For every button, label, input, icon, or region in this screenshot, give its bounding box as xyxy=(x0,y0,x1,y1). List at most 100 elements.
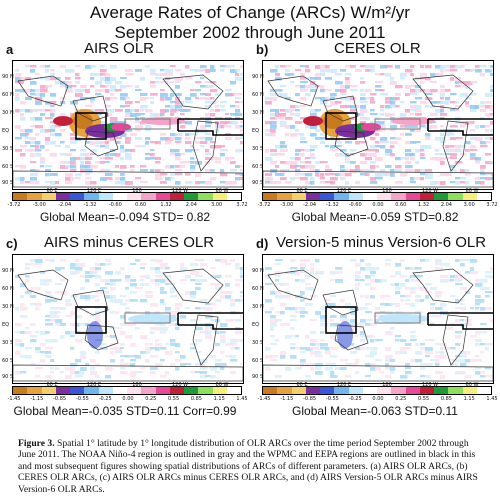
lat-label: EQ xyxy=(252,322,260,328)
colorbar-swatch xyxy=(198,193,213,200)
lat-label: 30 N xyxy=(252,110,264,116)
colorbar-tick-label: 0.00 xyxy=(372,202,384,208)
world-map xyxy=(12,60,244,190)
colorbar-swatch xyxy=(391,387,406,394)
panel-title: CERES OLR xyxy=(334,40,421,57)
colorbar-swatch xyxy=(434,193,449,200)
colorbar-swatch xyxy=(27,193,42,200)
colorbar-swatch xyxy=(70,387,85,394)
lon-label: 180 xyxy=(132,382,142,388)
colorbar xyxy=(12,386,242,395)
colorbar-swatch xyxy=(320,387,335,394)
panel-stats: Global Mean=-0.063 STD=0.11 xyxy=(292,404,458,418)
colorbar-swatch xyxy=(462,387,477,394)
lat-label: 30 S xyxy=(2,340,14,346)
colorbar-swatch xyxy=(70,193,85,200)
lat-label: 90 N xyxy=(2,74,14,80)
lat-label: 90 S xyxy=(2,180,14,186)
colorbar-swatch xyxy=(13,387,28,394)
lon-label: 120 E xyxy=(336,188,352,194)
colorbar-swatch xyxy=(127,193,142,200)
lat-label: 30 N xyxy=(252,304,264,310)
colorbar-ticks: -3.72 -3.00 -2.04 -1.32 -0.60 0.60 1.32 2.04 3.0… xyxy=(8,202,248,210)
lat-label: 30 S xyxy=(252,340,264,346)
colorbar-tick-label: -2.04 xyxy=(58,202,72,208)
colorbar-swatch xyxy=(348,193,363,200)
colorbar-tick-label: -3.72 xyxy=(257,202,271,208)
colorbar-tick-label: 1.15 xyxy=(463,396,475,402)
colorbar-swatch xyxy=(112,387,127,394)
caption-label: Figure 3. xyxy=(18,438,55,449)
world-map xyxy=(262,254,494,384)
lon-label: 120 W xyxy=(421,188,439,194)
colorbar-tick-label: -3.00 xyxy=(280,202,294,208)
colorbar-swatch xyxy=(226,193,241,200)
lon-label: 60 E xyxy=(46,188,58,194)
colorbar-ticks: -1.45 -1.15 -0.85 -0.55 -0.25 0.00 0.25 0.55 0.8… xyxy=(8,396,248,404)
colorbar-swatch xyxy=(155,193,170,200)
colorbar-swatch xyxy=(84,387,99,394)
panel-d: d) Version-5 minus Version-6 OLR 90 N 60 N 3… xyxy=(252,234,498,426)
colorbar-swatch xyxy=(98,387,113,394)
colorbar-swatch xyxy=(419,193,434,200)
lon-label: 60 E xyxy=(296,188,308,194)
colorbar-swatch xyxy=(305,387,320,394)
lat-label: 60 N xyxy=(252,92,264,98)
colorbar-swatch xyxy=(84,193,99,200)
colorbar-tick-label: -1.15 xyxy=(280,396,294,402)
map-field xyxy=(263,259,493,382)
colorbar-tick-label: 0.85 xyxy=(190,396,202,402)
colorbar-ticks: -3.72 -3.00 -2.04 -1.32 -0.60 0.00 0.60 1.32 2.0… xyxy=(257,202,498,210)
colorbar-tick-label: -0.55 xyxy=(325,396,339,402)
lat-label: 90 N xyxy=(252,268,264,274)
colorbar-swatch xyxy=(184,387,199,394)
lat-label: EQ xyxy=(252,128,260,134)
figure-subtitle: September 2002 through June 2011 xyxy=(114,23,386,42)
colorbar-swatch xyxy=(362,193,377,200)
panel-letter: c) xyxy=(6,236,18,251)
colorbar-tick-label: 0.85 xyxy=(440,396,452,402)
colorbar-tick-label: -0.25 xyxy=(348,396,362,402)
colorbar-swatch xyxy=(334,193,349,200)
colorbar-swatch xyxy=(434,387,449,394)
colorbar-tick-label: -0.85 xyxy=(53,396,67,402)
colorbar-tick-label: 1.32 xyxy=(160,202,172,208)
colorbar-swatch xyxy=(169,387,184,394)
colorbar-swatch xyxy=(476,387,491,394)
colorbar-swatch xyxy=(277,387,292,394)
lon-label: 120 E xyxy=(86,382,102,388)
lat-label: EQ xyxy=(2,128,10,134)
lat-label: 90 N xyxy=(252,74,264,80)
colorbar-swatch xyxy=(405,387,420,394)
colorbar-tick-label: 3.72 xyxy=(486,202,498,208)
colorbar-swatch xyxy=(391,193,406,200)
colorbar-tick-label: -2.04 xyxy=(303,202,317,208)
colorbar-swatch xyxy=(348,387,363,394)
caption-text: Spatial 1° latitude by 1° longitude dist… xyxy=(18,438,478,495)
panel-a: a AIRS OLR 90 N 60 N 30 N EQ 30 S 60 S 90 S 60 E 1… xyxy=(2,40,248,232)
colorbar-swatch xyxy=(141,193,156,200)
lat-label: 60 N xyxy=(2,92,14,98)
map-field xyxy=(13,65,243,188)
colorbar-swatch xyxy=(263,387,278,394)
panel-letter: a xyxy=(6,42,14,57)
colorbar xyxy=(12,192,242,201)
panel-stats: Global Mean=-0.035 STD=0.11 Corr=0.99 xyxy=(13,404,237,418)
colorbar-tick-label: -1.32 xyxy=(83,202,97,208)
colorbar-tick-label: 0.55 xyxy=(168,396,180,402)
colorbar-swatch xyxy=(291,193,306,200)
lat-label: 30 S xyxy=(252,146,264,152)
colorbar-swatch xyxy=(55,387,70,394)
lat-label: 90 S xyxy=(2,374,14,380)
colorbar-swatch xyxy=(127,387,142,394)
figure-caption: Figure 3. Spatial 1° latitude by 1° long… xyxy=(18,438,484,495)
panel-letter: b) xyxy=(256,42,269,57)
panel-title: AIRS minus CERES OLR xyxy=(44,234,215,251)
world-map xyxy=(12,254,244,384)
lon-label: 180 xyxy=(132,188,142,194)
lon-label: 60 W xyxy=(465,382,479,388)
lon-label: 180 xyxy=(382,382,392,388)
colorbar-tick-label: 0.60 xyxy=(395,202,407,208)
lon-label: 120 E xyxy=(86,188,102,194)
colorbar-swatch xyxy=(212,193,227,200)
